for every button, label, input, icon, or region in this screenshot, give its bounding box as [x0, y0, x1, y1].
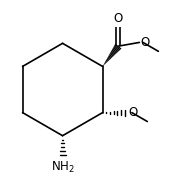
Polygon shape [114, 45, 120, 50]
Polygon shape [113, 47, 119, 52]
Text: O: O [129, 106, 138, 119]
Polygon shape [103, 64, 104, 66]
Polygon shape [112, 48, 118, 53]
Polygon shape [115, 44, 122, 50]
Polygon shape [104, 62, 106, 64]
Polygon shape [111, 51, 116, 55]
Polygon shape [108, 55, 112, 58]
Polygon shape [113, 46, 120, 51]
Polygon shape [110, 53, 114, 57]
Polygon shape [104, 63, 105, 65]
Polygon shape [110, 52, 115, 56]
Polygon shape [109, 54, 113, 57]
Polygon shape [112, 49, 117, 54]
Polygon shape [106, 58, 109, 61]
Polygon shape [106, 60, 108, 62]
Text: O: O [114, 12, 123, 25]
Polygon shape [108, 56, 111, 59]
Polygon shape [107, 57, 110, 60]
Polygon shape [105, 61, 107, 63]
Text: O: O [140, 36, 149, 49]
Polygon shape [103, 65, 104, 66]
Text: NH$_2$: NH$_2$ [51, 160, 74, 175]
